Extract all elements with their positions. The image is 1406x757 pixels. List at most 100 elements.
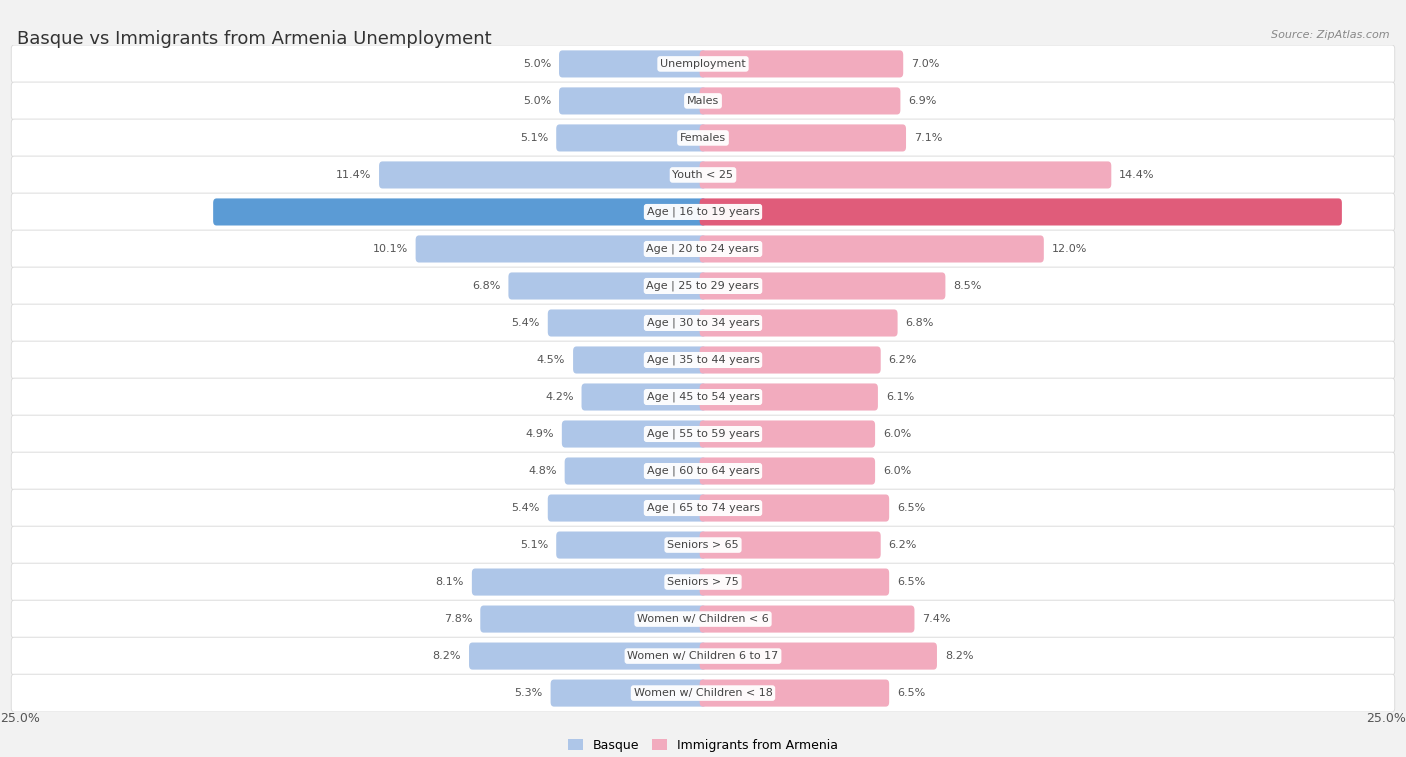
Text: Women w/ Children < 18: Women w/ Children < 18 [634,688,772,698]
Text: Source: ZipAtlas.com: Source: ZipAtlas.com [1271,30,1389,40]
FancyBboxPatch shape [11,526,1395,564]
Text: Women w/ Children 6 to 17: Women w/ Children 6 to 17 [627,651,779,661]
Text: Males: Males [688,96,718,106]
Text: 5.1%: 5.1% [520,133,548,143]
Text: 25.0%: 25.0% [1367,712,1406,724]
Text: 4.8%: 4.8% [529,466,557,476]
FancyBboxPatch shape [380,161,706,188]
Text: 8.1%: 8.1% [436,577,464,587]
Text: 11.4%: 11.4% [336,170,371,180]
Text: 6.8%: 6.8% [905,318,934,328]
FancyBboxPatch shape [548,494,706,522]
FancyBboxPatch shape [11,341,1395,378]
FancyBboxPatch shape [11,193,1395,231]
Text: 5.0%: 5.0% [523,59,551,69]
FancyBboxPatch shape [11,563,1395,601]
FancyBboxPatch shape [700,87,900,114]
FancyBboxPatch shape [11,600,1395,638]
FancyBboxPatch shape [560,51,706,77]
Text: 6.8%: 6.8% [472,281,501,291]
FancyBboxPatch shape [700,384,877,410]
FancyBboxPatch shape [11,637,1395,675]
Text: 7.0%: 7.0% [911,59,939,69]
FancyBboxPatch shape [700,420,875,447]
Text: 6.0%: 6.0% [883,466,911,476]
Text: 8.2%: 8.2% [433,651,461,661]
FancyBboxPatch shape [551,680,706,706]
FancyBboxPatch shape [700,680,889,706]
Text: Unemployment: Unemployment [661,59,745,69]
Text: 5.4%: 5.4% [512,318,540,328]
Text: 5.0%: 5.0% [523,96,551,106]
FancyBboxPatch shape [582,384,706,410]
FancyBboxPatch shape [557,531,706,559]
Text: 14.4%: 14.4% [1119,170,1154,180]
Text: 8.2%: 8.2% [945,651,973,661]
FancyBboxPatch shape [509,273,706,300]
FancyBboxPatch shape [700,643,936,670]
FancyBboxPatch shape [416,235,706,263]
Text: Seniors > 75: Seniors > 75 [666,577,740,587]
FancyBboxPatch shape [11,230,1395,268]
FancyBboxPatch shape [700,124,905,151]
Text: Age | 30 to 34 years: Age | 30 to 34 years [647,318,759,329]
Text: 5.3%: 5.3% [515,688,543,698]
Text: 17.3%: 17.3% [167,207,205,217]
Text: 6.0%: 6.0% [883,429,911,439]
FancyBboxPatch shape [560,87,706,114]
FancyBboxPatch shape [700,273,945,300]
Text: 6.5%: 6.5% [897,688,925,698]
FancyBboxPatch shape [11,415,1395,453]
Text: 6.9%: 6.9% [908,96,936,106]
FancyBboxPatch shape [11,156,1395,194]
Text: Women w/ Children < 6: Women w/ Children < 6 [637,614,769,624]
FancyBboxPatch shape [700,235,1043,263]
FancyBboxPatch shape [470,643,706,670]
FancyBboxPatch shape [472,569,706,596]
FancyBboxPatch shape [700,494,889,522]
FancyBboxPatch shape [574,347,706,373]
Text: 12.0%: 12.0% [1052,244,1087,254]
FancyBboxPatch shape [700,161,1111,188]
Text: 6.2%: 6.2% [889,540,917,550]
FancyBboxPatch shape [481,606,706,633]
Text: 6.5%: 6.5% [897,503,925,513]
Text: Youth < 25: Youth < 25 [672,170,734,180]
Text: 7.8%: 7.8% [444,614,472,624]
Text: Age | 45 to 54 years: Age | 45 to 54 years [647,392,759,402]
FancyBboxPatch shape [11,378,1395,416]
Text: Age | 20 to 24 years: Age | 20 to 24 years [647,244,759,254]
Text: Age | 16 to 19 years: Age | 16 to 19 years [647,207,759,217]
Text: Age | 35 to 44 years: Age | 35 to 44 years [647,355,759,365]
Text: 7.1%: 7.1% [914,133,942,143]
Text: 5.1%: 5.1% [520,540,548,550]
Text: 6.5%: 6.5% [897,577,925,587]
FancyBboxPatch shape [700,606,914,633]
FancyBboxPatch shape [11,452,1395,490]
FancyBboxPatch shape [700,531,880,559]
FancyBboxPatch shape [11,267,1395,305]
Text: 8.5%: 8.5% [953,281,981,291]
Text: 5.4%: 5.4% [512,503,540,513]
Text: Age | 55 to 59 years: Age | 55 to 59 years [647,428,759,439]
FancyBboxPatch shape [11,119,1395,157]
FancyBboxPatch shape [562,420,706,447]
FancyBboxPatch shape [11,304,1395,342]
FancyBboxPatch shape [11,82,1395,120]
FancyBboxPatch shape [548,310,706,337]
Text: 6.2%: 6.2% [889,355,917,365]
Text: 7.4%: 7.4% [922,614,950,624]
FancyBboxPatch shape [557,124,706,151]
Text: Seniors > 65: Seniors > 65 [668,540,738,550]
Text: 4.2%: 4.2% [546,392,574,402]
Text: 4.5%: 4.5% [537,355,565,365]
Text: 4.9%: 4.9% [526,429,554,439]
FancyBboxPatch shape [565,457,706,484]
FancyBboxPatch shape [11,674,1395,712]
Text: Age | 25 to 29 years: Age | 25 to 29 years [647,281,759,291]
FancyBboxPatch shape [700,457,875,484]
Text: 22.6%: 22.6% [1350,207,1389,217]
Text: Age | 65 to 74 years: Age | 65 to 74 years [647,503,759,513]
FancyBboxPatch shape [11,45,1395,83]
FancyBboxPatch shape [700,198,1341,226]
